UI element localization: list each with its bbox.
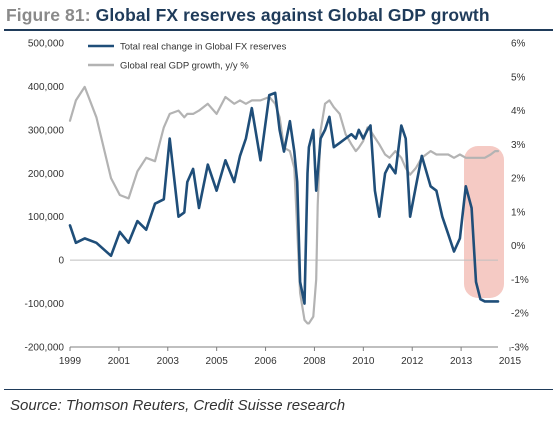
series-layer [68,85,500,325]
chart-title: Figure 81: Global FX reserves against Gl… [6,5,554,26]
x-tick-label: 2008 [303,356,326,367]
x-tick-label: 2012 [401,356,424,367]
highlight-region [464,146,504,298]
axes-layer: 500,000 400,000 300,000 200,000 100,000 0 -100… [25,39,529,368]
line-chart: 500,000 400,000 300,000 200,000 100,000 0 -100… [25,39,529,368]
y2-tick-label: 6% [511,39,526,50]
y2-tick-label: 5% [511,72,526,83]
y2-tick-label: -1% [511,275,529,286]
y-tick-label: 500,000 [28,39,65,50]
title-rule [4,29,553,31]
y-tick-label: 300,000 [28,125,65,136]
legend-label: Total real change in Global FX reserves [120,42,287,53]
fx-reserves-line [68,91,500,305]
y2-tick-label: -2% [511,309,529,320]
y2-tick-label: 0% [511,241,526,252]
y2-tick-label: 3% [511,140,526,151]
gdp-growth-line [68,85,500,325]
x-tick-label: 2006 [254,356,277,367]
x-tick-label: 2005 [206,356,229,367]
y-tick-label: -200,000 [25,343,65,354]
y-tick-label: 200,000 [28,169,65,180]
x-tick-label: 2003 [157,356,180,367]
x-tick-label: 2001 [108,356,131,367]
y2-tick-label: 2% [511,174,526,185]
x-tick-label: 2013 [450,356,473,367]
y-tick-label: 400,000 [28,82,65,93]
y-tick-label: 100,000 [28,212,65,223]
x-tick-label: 1999 [59,356,82,367]
y-tick-label: -100,000 [25,299,65,310]
y2-tick-label: -3% [511,343,529,354]
y2-tick-label: 4% [511,106,526,117]
source-note: Source: Thomson Reuters, Credit Suisse r… [10,397,346,414]
figure-title: Global FX reserves against Global GDP gr… [95,5,490,25]
x-tick-label: 2015 [499,356,522,367]
legend-label: Global real GDP growth, y/y % [120,61,249,72]
source-rule [4,389,553,390]
y-tick-label: 0 [58,256,64,267]
y2-tick-label: 1% [511,207,526,218]
figure-label: Figure 81: [6,5,91,25]
x-tick-label: 2010 [352,356,375,367]
chart-legend: Total real change in Global FX reserves G… [88,42,287,72]
highlight-layer [464,146,504,298]
